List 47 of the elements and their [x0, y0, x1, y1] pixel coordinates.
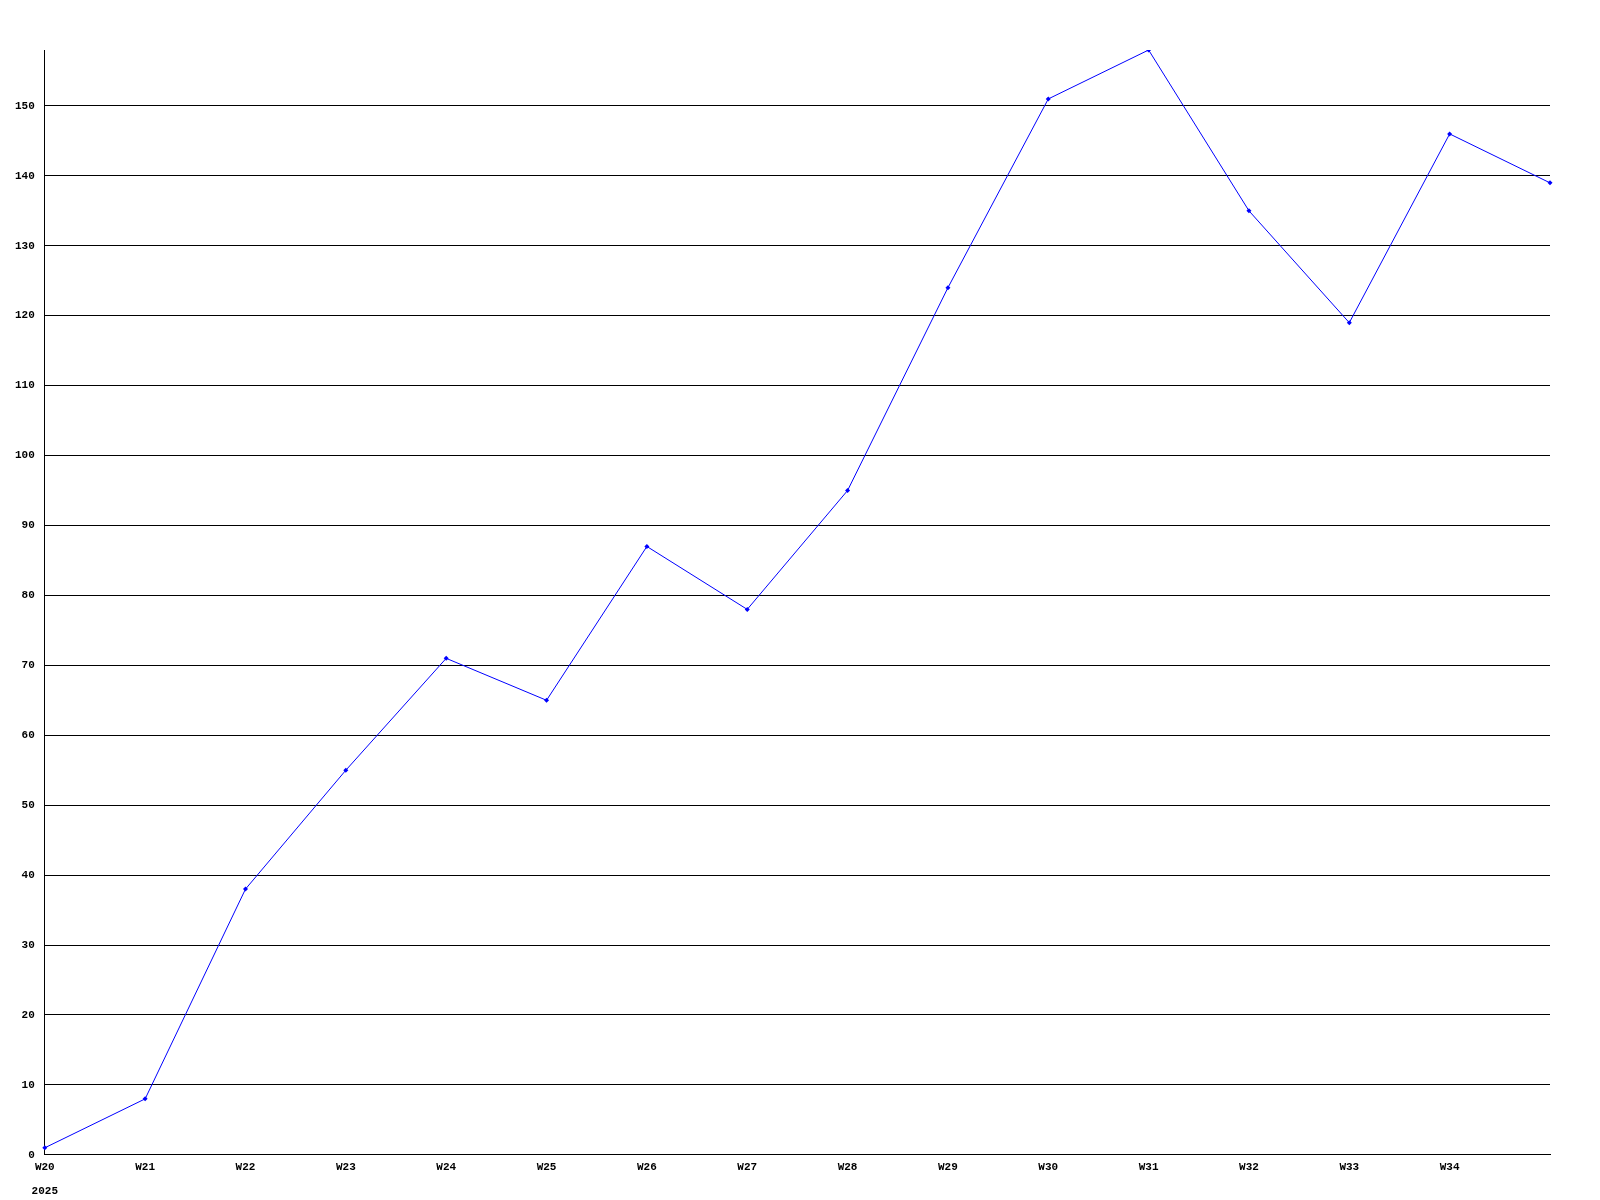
point [945, 285, 951, 291]
point [1045, 96, 1051, 102]
y-tick-label: 20 [21, 1008, 35, 1021]
point [744, 606, 750, 612]
point [1447, 131, 1453, 137]
point [644, 543, 650, 549]
point [1346, 320, 1352, 326]
x-tick-label: W24 [436, 1161, 457, 1174]
y-tick-label: 40 [21, 868, 35, 881]
point [1547, 180, 1553, 186]
y-tick-label: 150 [14, 99, 35, 112]
text: 2025 [31, 1185, 59, 1198]
x-tick-label: W23 [335, 1161, 357, 1174]
point [142, 1096, 148, 1102]
y-tick-label: 80 [21, 589, 35, 602]
point [343, 767, 349, 773]
point [42, 1145, 48, 1151]
y-tick-label: 0 [28, 1148, 35, 1161]
point [845, 488, 851, 494]
x-tick-label: W34 [1439, 1161, 1460, 1174]
point [544, 697, 550, 703]
y-tick-label: 130 [14, 239, 35, 252]
y-tick-label: 90 [21, 519, 35, 532]
y-tick-label: 30 [21, 938, 35, 951]
y-tick-label: 10 [21, 1078, 35, 1091]
x-tick-label: W20 [34, 1161, 55, 1174]
y-tick-label: 100 [14, 449, 35, 462]
y-tick-label: 110 [14, 379, 35, 392]
x-tick-label: W33 [1339, 1161, 1360, 1174]
x-tick-label: W26 [636, 1161, 657, 1174]
x-tick-label: W31 [1138, 1161, 1159, 1174]
x-tick-label: W28 [837, 1161, 858, 1174]
y-tick-label: 140 [14, 169, 35, 182]
x-tick-label: W25 [536, 1161, 557, 1174]
x-tick-label: W30 [1038, 1161, 1059, 1174]
y-tick-label: 70 [21, 659, 35, 672]
x-tick-label: W29 [938, 1161, 958, 1174]
x-tick-label: W27 [737, 1161, 758, 1174]
x-tick-label: W22 [235, 1161, 256, 1174]
y-tick-label: 60 [21, 729, 35, 742]
point [243, 886, 248, 892]
point [1246, 208, 1252, 214]
y-tick-label: 120 [14, 309, 35, 322]
x-tick-label: W32 [1239, 1161, 1259, 1174]
x-tick-label: W21 [135, 1161, 156, 1174]
y-tick-label: 50 [21, 798, 35, 811]
point [443, 655, 449, 661]
